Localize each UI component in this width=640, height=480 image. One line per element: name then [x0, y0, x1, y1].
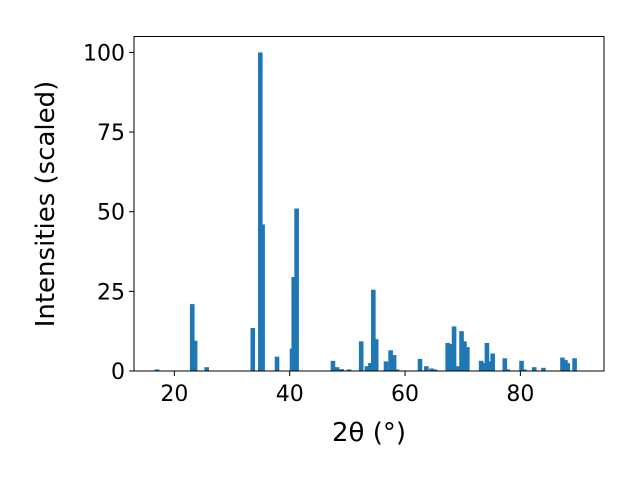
bar: [394, 369, 400, 371]
x-tick-label: 60: [391, 382, 419, 407]
bar: [565, 363, 570, 371]
bar: [373, 339, 379, 371]
bar: [502, 358, 508, 371]
bar: [291, 277, 297, 371]
bar: [432, 369, 438, 371]
bar: [189, 304, 195, 371]
bar: [451, 326, 457, 371]
bar: [455, 366, 460, 371]
bar: [459, 331, 464, 371]
bar: [204, 367, 209, 371]
bar: [541, 367, 546, 371]
bar: [358, 341, 364, 371]
bar: [465, 347, 470, 371]
y-axis-ticks: 0 25 50 75 100: [83, 41, 134, 385]
bar: [560, 357, 565, 371]
x-tick-label: 20: [160, 382, 188, 407]
bar: [364, 366, 370, 371]
bar: [462, 341, 467, 371]
y-tick-label: 0: [111, 360, 125, 385]
bar: [478, 360, 484, 371]
bar: [383, 361, 389, 371]
bar: [346, 369, 352, 371]
plot-frame: [133, 36, 605, 372]
bar: [445, 342, 451, 371]
y-tick-label: 50: [97, 201, 125, 226]
bar: [572, 358, 577, 371]
x-axis-ticks: 20 40 60 80: [160, 371, 534, 407]
bar: [250, 327, 256, 371]
x-tick-label: 40: [276, 382, 304, 407]
bar: [330, 360, 336, 371]
bar: [424, 366, 429, 371]
bar: [522, 369, 527, 371]
bar: [448, 343, 454, 371]
bar: [154, 369, 160, 371]
bar: [371, 289, 376, 371]
bar: [505, 369, 510, 371]
bar: [192, 340, 198, 371]
x-tick-label: 80: [506, 382, 534, 407]
bar: [484, 342, 490, 371]
bar: [368, 363, 373, 371]
bars-group: [154, 52, 577, 372]
bar: [481, 363, 487, 371]
y-tick-label: 75: [97, 121, 125, 146]
bar: [417, 358, 423, 371]
bar: [391, 355, 397, 371]
y-axis-label: Intensities (scaled): [31, 81, 61, 328]
bar: [334, 367, 340, 371]
y-tick-label: 25: [97, 280, 125, 305]
bar: [339, 369, 344, 371]
bar: [257, 52, 263, 372]
bar: [274, 356, 280, 371]
bar: [490, 353, 495, 371]
bar: [388, 350, 393, 371]
y-tick-label: 100: [83, 41, 125, 66]
x-axis-label: 2θ (°): [332, 418, 406, 448]
bar: [260, 224, 265, 371]
bar: [519, 360, 524, 371]
bar: [429, 368, 434, 371]
bar: [294, 208, 299, 371]
bar: [487, 361, 493, 371]
bar: [531, 367, 537, 371]
